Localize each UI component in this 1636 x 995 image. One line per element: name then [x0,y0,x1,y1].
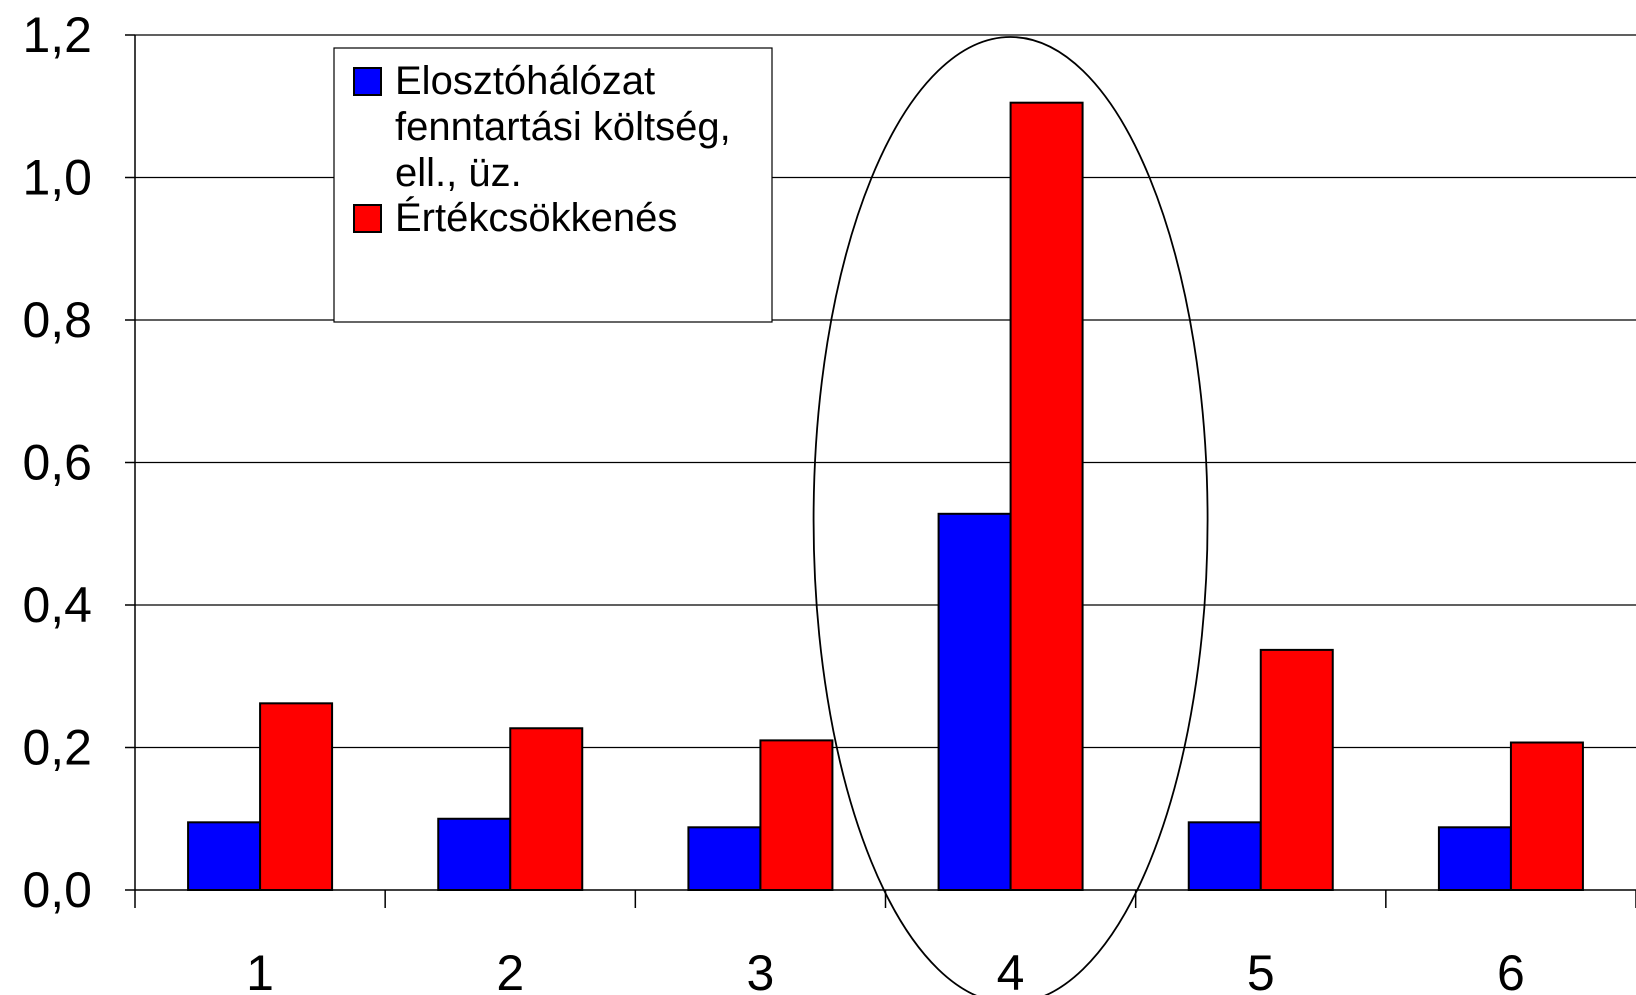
y-tick-label: 1,0 [22,150,92,206]
bar-red-2 [509,727,584,892]
bar-blue-5 [1187,821,1262,891]
bar-red-3 [759,739,834,891]
bar-red-6 [1509,741,1584,892]
y-tick-label: 0,8 [22,292,92,348]
x-tick-label: 4 [997,945,1025,995]
legend-box [333,47,773,323]
x-tick-labels: 1 2 3 4 5 6 [246,945,1525,995]
bar-blue-3 [687,826,762,891]
bar-blue-2 [437,817,512,891]
bar-blue-6 [1437,826,1512,891]
x-tick-label: 2 [496,945,524,995]
x-tick-label: 6 [1497,945,1525,995]
bar-red-1 [259,702,334,892]
axes [125,34,1636,908]
y-tick-label: 0,2 [22,720,92,776]
annotation [812,36,1209,995]
x-tick-label: 3 [747,945,775,995]
bar-red-4 [1009,101,1084,891]
y-tick-label: 1,2 [22,7,92,63]
y-tick-label: 0,0 [22,862,92,918]
highlight-ellipse [812,36,1209,995]
legend-label: Értékcsökkenés [395,195,677,240]
y-tick-labels: 0,0 0,2 0,4 0,6 0,8 1,0 1,2 [22,7,92,918]
bar-blue-1 [187,821,262,891]
y-tick-label: 0,6 [22,435,92,491]
bars [187,101,1584,892]
y-tick-label: 0,4 [22,577,92,633]
legend-swatch-red [353,204,382,233]
bar-blue-4 [937,512,1012,891]
legend-label: ell., üz. [395,151,522,195]
legend-label: Elosztóhálózat [395,59,655,103]
x-tick-label: 1 [246,945,274,995]
bar-red-5 [1259,648,1334,892]
x-tick-label: 5 [1247,945,1275,995]
legend-label: fenntartási költség, [395,105,731,149]
legend-swatch-blue [353,67,382,96]
